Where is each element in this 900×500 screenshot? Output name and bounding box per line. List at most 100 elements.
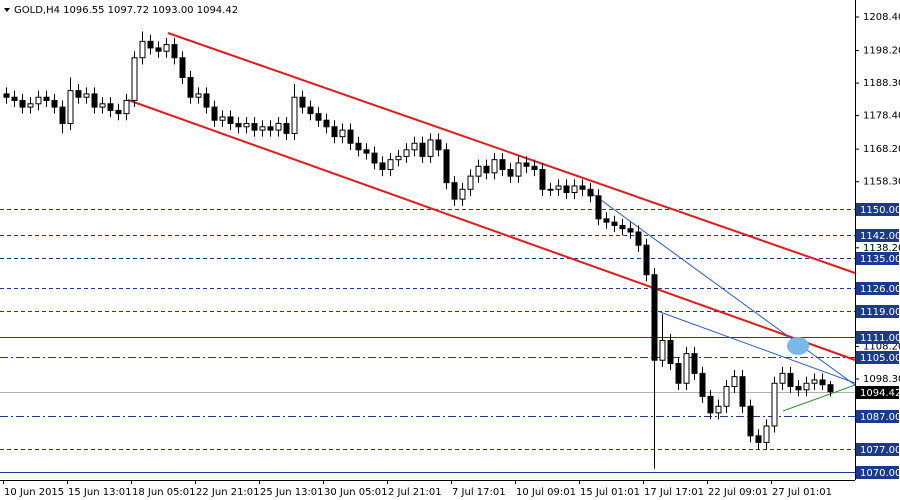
candle-body (443, 149, 450, 184)
candle-body (419, 142, 426, 157)
level-label: 1111.00 (860, 333, 900, 344)
candle-body (451, 182, 458, 200)
level-box (856, 466, 899, 479)
candle-body (299, 96, 306, 108)
x-tick-label: 15 Jul 01:01 (580, 487, 640, 498)
candle-body (147, 40, 154, 49)
candle-body (723, 386, 730, 407)
candle-body (651, 274, 658, 361)
level-label: 1142.00 (860, 231, 900, 242)
candle-body (195, 93, 202, 98)
level-label: 1126.00 (860, 284, 900, 295)
y-tick-label: 1178.40 (863, 111, 900, 122)
level-box (856, 351, 899, 364)
x-tick-label: 17 Jul 17:01 (644, 487, 704, 498)
candle-body (675, 363, 682, 384)
level-box (856, 282, 899, 295)
y-tick-label: 1198.20 (863, 46, 900, 57)
candle-body (155, 47, 162, 52)
candle-body (515, 162, 522, 177)
support-line (782, 384, 856, 412)
candle-body (779, 372, 786, 384)
candle-body (203, 93, 210, 108)
candle-body (35, 96, 42, 105)
candle-body (27, 103, 34, 108)
candle-body (403, 149, 410, 157)
candle-body (187, 76, 194, 98)
x-tick-label: 22 Jun 21:01 (196, 487, 260, 498)
candle-body (43, 96, 50, 102)
candle-body (691, 353, 698, 374)
candle-body (627, 228, 634, 233)
x-tick-label: 18 Jun 05:01 (132, 487, 196, 498)
candle-body (731, 376, 738, 388)
x-tick-label: 22 Jul 09:01 (708, 487, 768, 498)
level-box (856, 305, 899, 318)
candle-body (523, 162, 530, 167)
candles (3, 31, 834, 469)
candle-body (587, 188, 594, 197)
candle-body (227, 116, 234, 125)
candle-body (139, 40, 146, 59)
level-label: 1119.00 (860, 307, 900, 318)
candle-body (19, 100, 26, 108)
x-tick-label: 10 Jun 2015 (4, 487, 64, 498)
y-tick-label: 1188.30 (863, 78, 900, 89)
candle-body (811, 379, 818, 384)
candle-body (291, 96, 298, 134)
highlight (787, 337, 809, 355)
candle-body (475, 165, 482, 177)
candle-body (83, 93, 90, 98)
candle-body (371, 152, 378, 164)
candle-body (75, 90, 82, 98)
level-label: 1135.00 (860, 254, 900, 265)
candle-body (219, 116, 226, 121)
candle-body (531, 165, 538, 171)
candle-body (331, 126, 338, 138)
candle-body (619, 224, 626, 230)
candle-body (347, 129, 354, 144)
candle-body (355, 142, 362, 151)
x-tick-label: 25 Jun 13:01 (260, 487, 324, 498)
candle-body (387, 159, 394, 171)
candle-body (787, 372, 794, 388)
candle-body (11, 96, 18, 102)
level-box (856, 443, 899, 456)
level-box (856, 229, 899, 242)
candle-body (435, 139, 442, 151)
candle-body (459, 188, 466, 200)
candle-body (51, 100, 58, 108)
candle-body (603, 218, 610, 223)
candle-body (427, 139, 434, 157)
candle-body (259, 126, 266, 131)
candle-body (99, 103, 106, 108)
candle-body (323, 119, 330, 128)
level-box (856, 331, 899, 344)
candle-body (211, 106, 218, 121)
y-tick-label: 1108.20 (863, 341, 900, 352)
level-label: 1150.00 (860, 205, 900, 216)
x-tick-label: 30 Jun 05:01 (324, 487, 388, 498)
level-box (856, 386, 899, 399)
level-label: 1077.00 (860, 445, 900, 456)
candle-body (499, 159, 506, 171)
candle-body (803, 382, 810, 391)
candle-body (579, 185, 586, 190)
y-tick-label: 1138.20 (863, 243, 900, 254)
candle-body (571, 185, 578, 194)
trend-line (589, 191, 856, 386)
candle-body (747, 405, 754, 437)
candle-body (547, 188, 554, 191)
y-tick-label: 1168.20 (863, 144, 900, 155)
trend-line (659, 311, 856, 384)
candle-body (107, 103, 114, 111)
candle-body (131, 57, 138, 102)
x-tick-label: 7 Jul 17:01 (452, 487, 506, 498)
candle-body (659, 340, 666, 361)
candle-body (283, 123, 290, 134)
level-label: 1094.42 (860, 388, 900, 399)
candle-body (379, 162, 386, 171)
axis-labels: 1208.40 1198.20 1188.30 1178.40 1168.20 1158.… (3, 12, 900, 498)
